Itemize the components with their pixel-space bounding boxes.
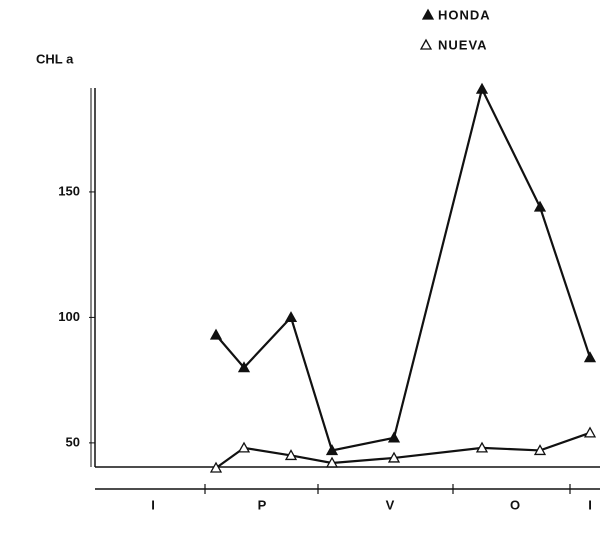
- season-label: V: [386, 497, 395, 512]
- series-line: [215, 431, 591, 469]
- y-tick-label: 100: [58, 309, 80, 324]
- data-point: [209, 328, 223, 340]
- data-point: [284, 311, 298, 323]
- y-tick-label: 50: [66, 434, 80, 449]
- data-point: [475, 82, 489, 94]
- legend-label: HONDA: [438, 7, 491, 22]
- legend-label: NUEVA: [438, 37, 488, 52]
- data-point: [475, 441, 489, 453]
- data-point: [387, 431, 401, 443]
- data-point: [583, 426, 597, 438]
- season-label: I: [151, 497, 155, 512]
- data-point: [237, 361, 251, 373]
- season-separators: [204, 484, 571, 494]
- data-point: [237, 441, 251, 453]
- season-label: P: [258, 497, 267, 512]
- data-point: [325, 444, 339, 456]
- legend-marker: [421, 8, 435, 20]
- data-point: [533, 444, 547, 456]
- data-point: [387, 451, 401, 463]
- season-label: I: [588, 497, 592, 512]
- season-label: O: [510, 497, 520, 512]
- data-point: [209, 461, 223, 473]
- y-tick-label: 150: [58, 183, 80, 198]
- data-point: [284, 449, 298, 461]
- legend-marker: [419, 38, 433, 50]
- data-point: [533, 200, 547, 212]
- data-point: [325, 456, 339, 468]
- y-axis-label: CHL a: [36, 51, 74, 66]
- series-line: [215, 85, 592, 452]
- data-point: [583, 351, 597, 363]
